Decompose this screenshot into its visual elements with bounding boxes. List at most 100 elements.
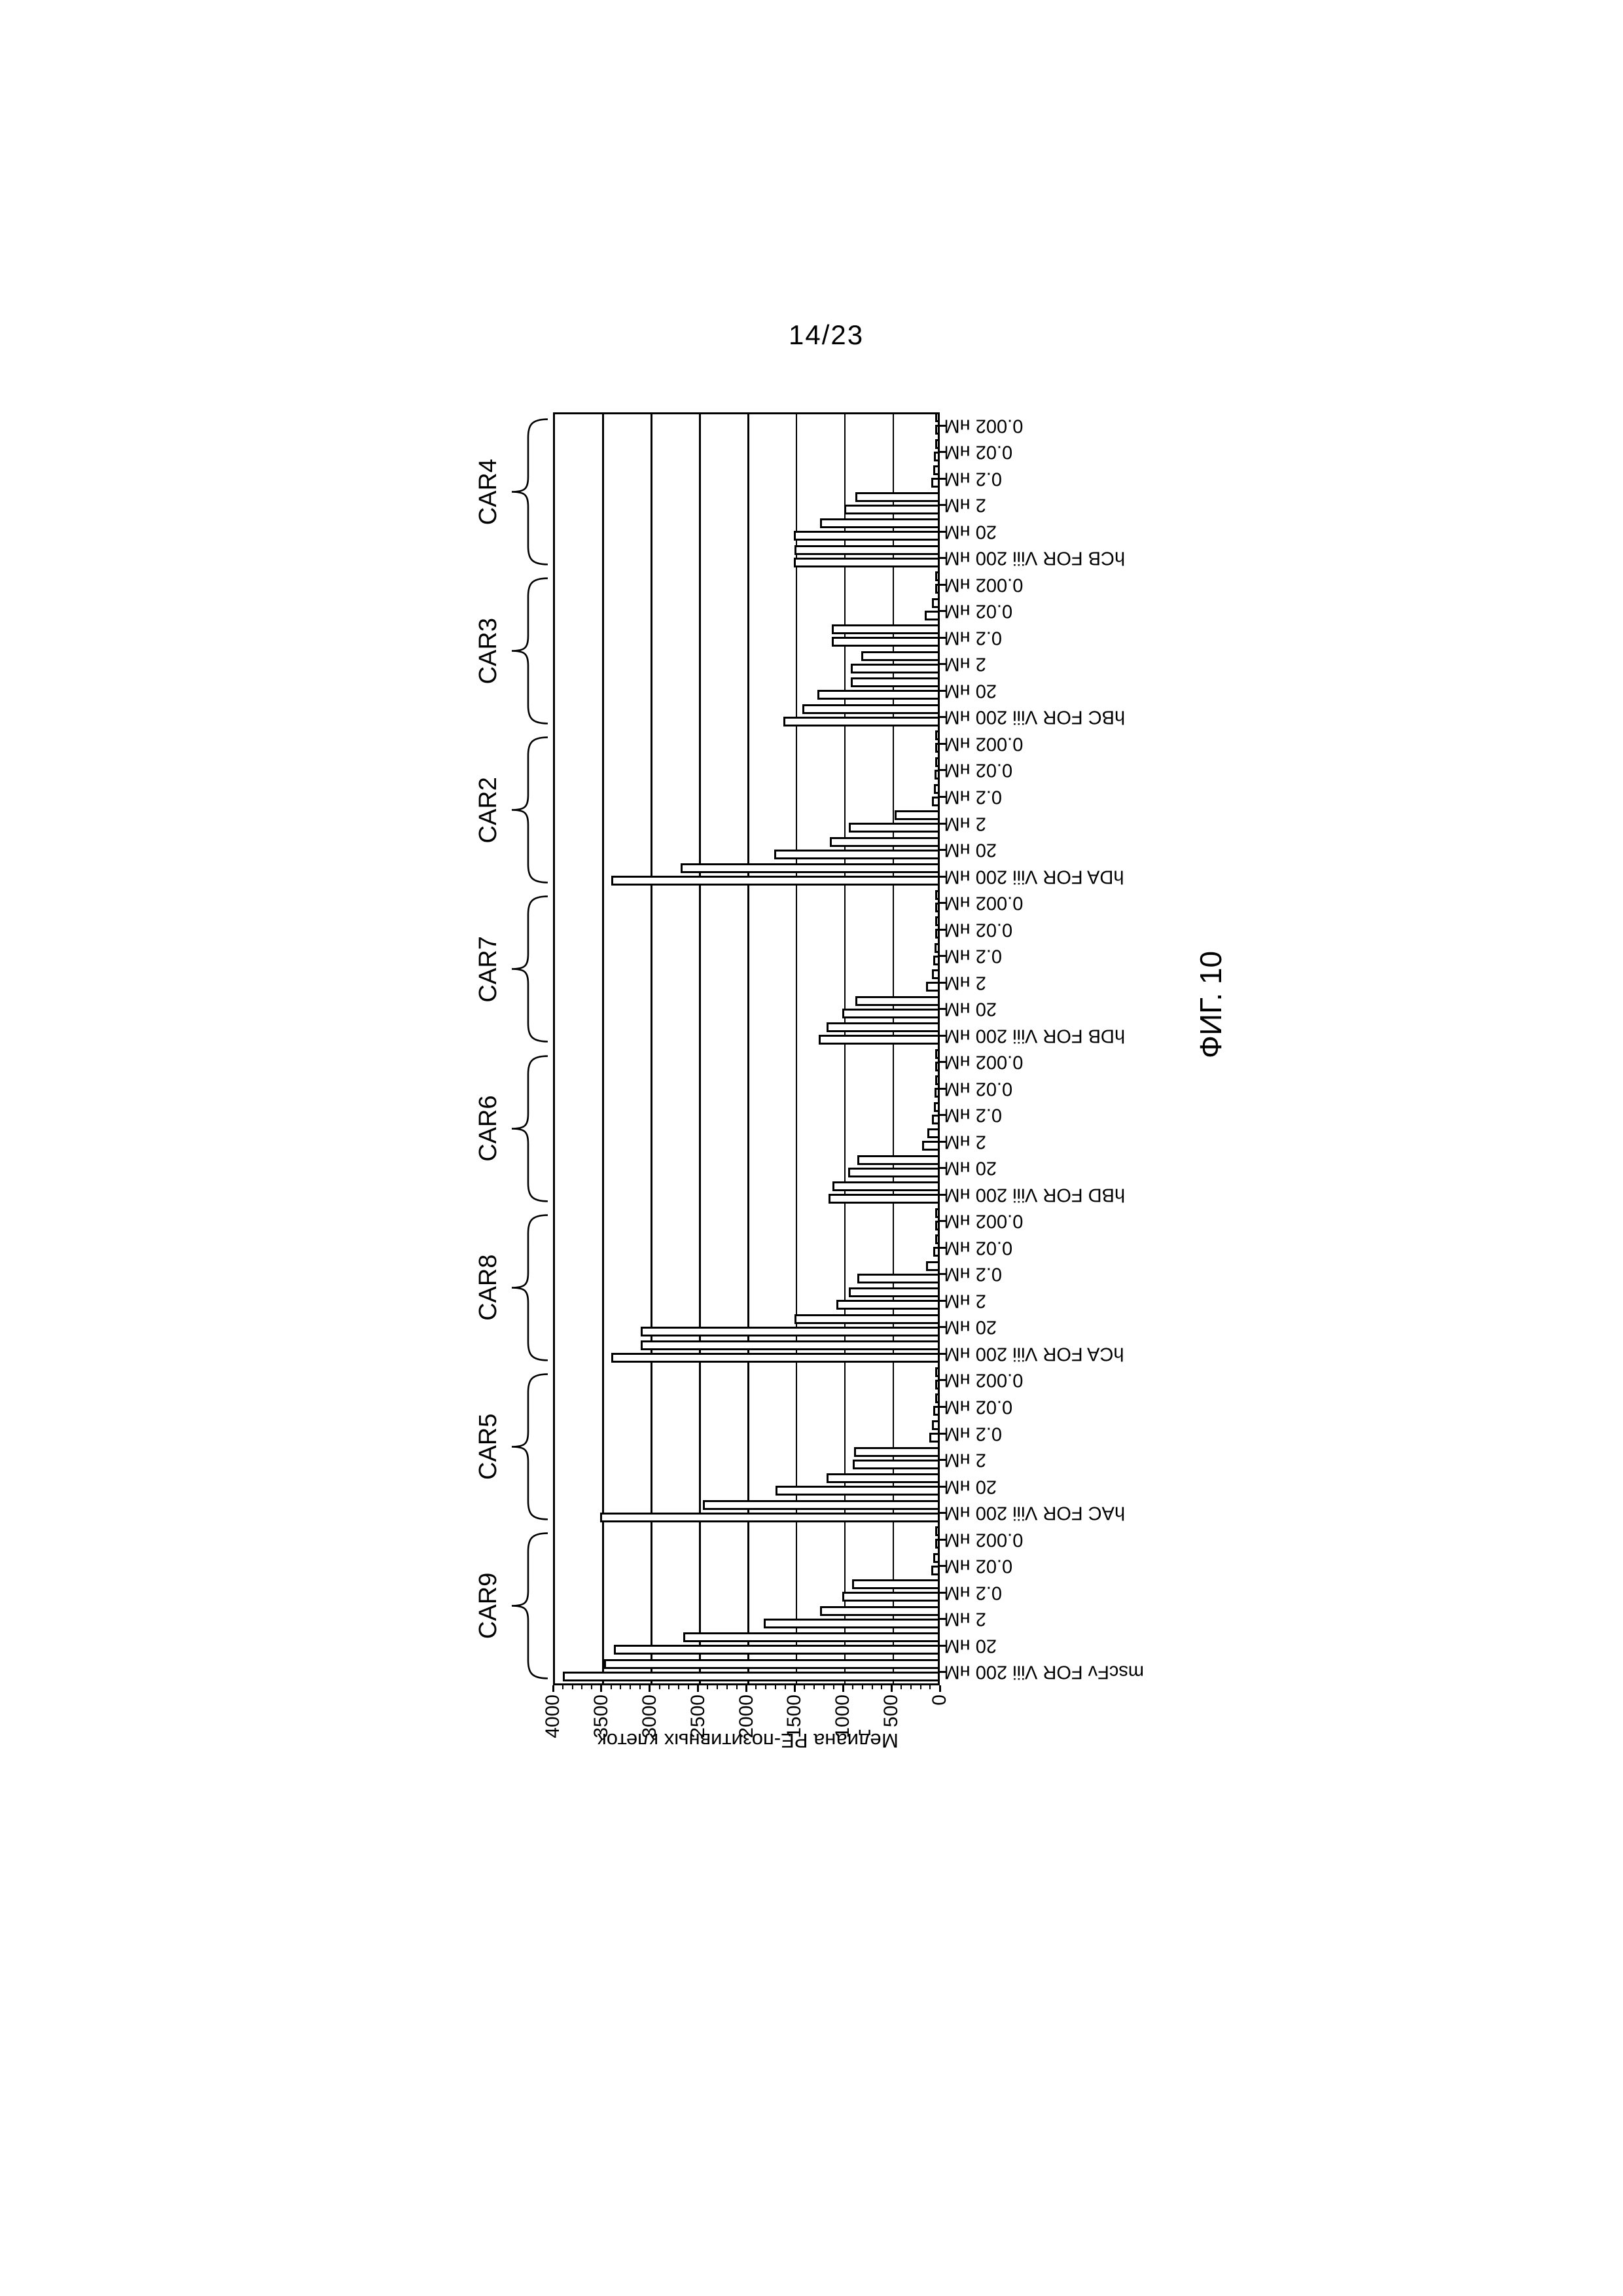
value-axis-minor-tick	[668, 1685, 670, 1689]
category-label: 20 нМ	[944, 1157, 997, 1179]
group-label: CAR3	[474, 618, 502, 685]
gridline	[651, 414, 652, 1683]
value-axis-minor-tick	[871, 1685, 873, 1689]
value-axis-tick	[552, 1685, 554, 1692]
bar	[925, 610, 938, 620]
bar	[861, 651, 938, 661]
value-axis-minor-tick	[581, 1685, 583, 1689]
bar	[774, 849, 938, 859]
bar	[793, 531, 938, 541]
category-label: 20 нМ	[944, 680, 997, 702]
bar	[935, 743, 938, 753]
category-label: 0.2 нМ	[944, 786, 1003, 808]
category-label: 0.2 нМ	[944, 1263, 1003, 1285]
bar	[819, 1605, 938, 1616]
value-axis-minor-tick	[639, 1685, 641, 1689]
bar	[855, 492, 938, 502]
category-label: 0.02 нМ	[944, 1555, 1013, 1577]
category-label: 0.002 нМ	[944, 1210, 1024, 1232]
value-axis-minor-tick	[610, 1685, 612, 1689]
category-label: hBC FOR Viii 200 нМ	[944, 707, 1126, 728]
category-label: 0.02 нМ	[944, 600, 1013, 622]
bar	[935, 1539, 938, 1549]
value-axis-minor-tick	[562, 1685, 563, 1689]
bar	[600, 1512, 938, 1522]
value-axis-tick	[600, 1685, 603, 1692]
bar	[935, 916, 938, 927]
category-label: 0.002 нМ	[944, 415, 1024, 437]
category-label: hBD FOR Viii 200 нМ	[944, 1184, 1126, 1206]
category-label: 2 нМ	[944, 1131, 986, 1153]
value-axis-minor-tick	[658, 1685, 660, 1689]
category-label: hDA FOR Viii 200 нМ	[944, 866, 1124, 888]
category-label: 0.2 нМ	[944, 945, 1003, 967]
bar	[935, 571, 938, 582]
bar	[926, 1261, 938, 1271]
value-axis-tick	[745, 1685, 747, 1692]
group-label: CAR9	[474, 1572, 502, 1640]
category-label: 0.002 нМ	[944, 1051, 1024, 1073]
value-axis-minor-tick	[707, 1685, 709, 1689]
value-axis-tick	[938, 1685, 941, 1692]
group-brace-icon	[508, 1530, 548, 1681]
value-axis-minor-tick	[861, 1685, 863, 1689]
bar	[933, 1406, 938, 1416]
group-label: CAR4	[474, 458, 502, 526]
group-label: CAR7	[474, 936, 502, 1003]
bar	[681, 863, 938, 874]
value-axis-minor-tick	[726, 1685, 728, 1689]
bar	[641, 1327, 938, 1336]
bar	[611, 1353, 938, 1363]
category-label: 0.02 нМ	[944, 441, 1013, 463]
value-axis-minor-tick	[630, 1685, 632, 1689]
category-label: 0.02 нМ	[944, 1237, 1013, 1259]
value-axis-minor-tick	[881, 1685, 883, 1689]
bar	[836, 1300, 938, 1310]
bar	[935, 412, 938, 423]
bar	[842, 1008, 938, 1018]
bar	[817, 690, 938, 700]
bar	[849, 823, 938, 833]
bar	[932, 598, 938, 608]
bar	[935, 757, 938, 767]
bar	[827, 1473, 938, 1484]
bar	[935, 730, 938, 741]
bar	[844, 504, 938, 514]
category-label: 20 нМ	[944, 1635, 997, 1657]
category-label: 0.02 нМ	[944, 919, 1013, 941]
category-label: 0.02 нМ	[944, 1396, 1013, 1418]
plot-area	[553, 412, 940, 1685]
bar	[614, 1645, 938, 1655]
figure-caption: ФИГ. 10	[1194, 950, 1228, 1058]
bar	[927, 1128, 938, 1139]
category-label: hCA FOR Viii 200 нМ	[944, 1343, 1124, 1365]
value-axis-tick	[697, 1685, 700, 1692]
bar	[926, 982, 938, 992]
value-axis-minor-tick	[736, 1685, 738, 1689]
group-label: CAR8	[474, 1254, 502, 1321]
bar	[935, 439, 938, 449]
bar	[683, 1632, 938, 1643]
bar	[855, 996, 938, 1006]
category-label: hAC FOR Viii 200 нМ	[944, 1502, 1126, 1524]
category-label: 0.2 нМ	[944, 468, 1003, 490]
bar	[935, 1234, 938, 1245]
group-brace-icon	[508, 416, 548, 567]
value-axis-minor-tick	[591, 1685, 593, 1689]
bar	[829, 1194, 938, 1204]
category-label: 0.002 нМ	[944, 892, 1024, 914]
bar	[848, 1167, 938, 1177]
value-axis-minor-tick	[620, 1685, 622, 1689]
bar	[934, 451, 938, 461]
bar	[764, 1618, 938, 1628]
category-label: 20 нМ	[944, 521, 997, 543]
category-label: 20 нМ	[944, 1317, 997, 1338]
group-brace-icon	[508, 575, 548, 726]
bar	[831, 624, 938, 635]
value-axis-title: Медиана PE-позитивных клеток	[597, 1729, 899, 1752]
group-brace-icon	[508, 1212, 548, 1363]
bar	[934, 1102, 938, 1112]
bar	[641, 1340, 938, 1351]
bar	[857, 1273, 938, 1283]
category-label: 2 нМ	[944, 653, 986, 675]
